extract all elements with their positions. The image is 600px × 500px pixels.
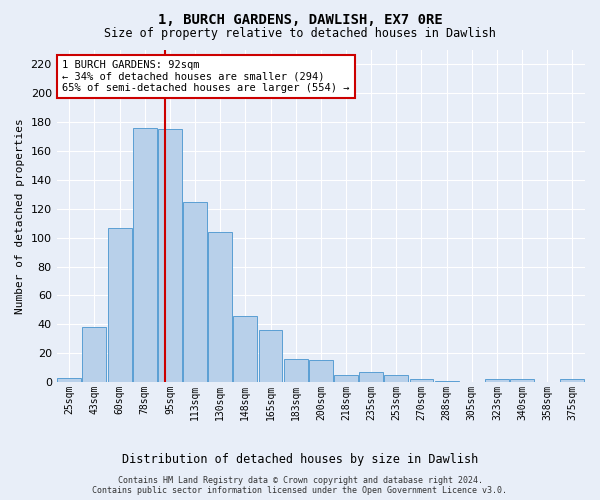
Bar <box>359 372 383 382</box>
Bar <box>284 359 308 382</box>
Bar <box>107 228 131 382</box>
Bar <box>133 128 157 382</box>
Text: 1 BURCH GARDENS: 92sqm
← 34% of detached houses are smaller (294)
65% of semi-de: 1 BURCH GARDENS: 92sqm ← 34% of detached… <box>62 60 349 93</box>
Bar <box>183 202 207 382</box>
Bar <box>158 130 182 382</box>
Text: Size of property relative to detached houses in Dawlish: Size of property relative to detached ho… <box>104 28 496 40</box>
Y-axis label: Number of detached properties: Number of detached properties <box>15 118 25 314</box>
Bar <box>57 378 81 382</box>
Bar <box>485 379 509 382</box>
Bar <box>208 232 232 382</box>
Bar <box>385 375 408 382</box>
Bar <box>334 375 358 382</box>
Text: Contains HM Land Registry data © Crown copyright and database right 2024.
Contai: Contains HM Land Registry data © Crown c… <box>92 476 508 495</box>
Bar <box>434 380 458 382</box>
Bar <box>233 316 257 382</box>
Bar <box>560 379 584 382</box>
Bar <box>410 379 433 382</box>
Text: 1, BURCH GARDENS, DAWLISH, EX7 0RE: 1, BURCH GARDENS, DAWLISH, EX7 0RE <box>158 12 442 26</box>
Bar <box>309 360 333 382</box>
Text: Distribution of detached houses by size in Dawlish: Distribution of detached houses by size … <box>122 452 478 466</box>
Bar <box>82 327 106 382</box>
Bar <box>510 379 534 382</box>
Bar <box>259 330 283 382</box>
